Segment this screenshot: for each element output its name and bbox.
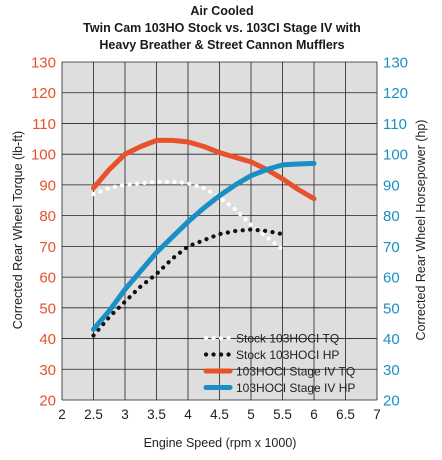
x-tick-label: 6.5 [336, 407, 355, 422]
x-tick-label: 2.5 [84, 407, 103, 422]
chart-title-line-3: Heavy Breather & Street Cannon Mufflers [99, 38, 344, 52]
legend-label-3: 103HOCI Stage IV HP [236, 381, 355, 395]
series-line-0 [91, 179, 285, 252]
chart-title: Air Cooled Twin Cam 103HO Stock vs. 103C… [83, 4, 361, 52]
x-tick-label: 4.5 [210, 407, 229, 422]
left-tick-label: 30 [39, 362, 56, 379]
x-tick-label: 5.5 [273, 407, 292, 422]
x-axis-label: Engine Speed (rpm x 1000) [144, 436, 297, 450]
left-tick-label: 120 [31, 85, 56, 102]
legend-label-1: Stock 103HOCI HP [236, 348, 339, 362]
right-tick-label: 110 [383, 116, 407, 133]
left-tick-label: 80 [39, 208, 56, 225]
series-layer [91, 137, 317, 338]
legend: Stock 103HOCI TQ Stock 103HOCI HP 103HOCI … [203, 331, 355, 395]
series-line-2 [91, 137, 317, 202]
left-tick-label: 50 [39, 300, 56, 317]
right-tick-label: 80 [383, 208, 400, 225]
right-tick-label: 60 [383, 270, 400, 287]
x-tick-label: 3 [121, 407, 129, 422]
x-tick-label: 7 [373, 407, 381, 422]
left-tick-label: 70 [39, 239, 56, 256]
x-tick-label: 2 [58, 407, 66, 422]
left-tick-label: 100 [31, 147, 56, 164]
x-tick-label: 4 [184, 407, 192, 422]
y-axis-label-left: Corrected Rear Wheel Torque (lb-ft) [11, 131, 25, 329]
y-axis-label-right: Corrected Rear Wheel Horsepower (hp) [414, 120, 428, 341]
series-line-3 [91, 160, 317, 332]
series-line-1 [91, 227, 285, 338]
left-tick-label: 110 [32, 116, 56, 133]
left-tick-label: 60 [39, 270, 56, 287]
chart-title-line-2: Twin Cam 103HO Stock vs. 103CI Stage IV … [83, 21, 361, 35]
right-axis-ticks: 20 30 40 50 60 70 80 90 100 110 120 130 [383, 55, 408, 410]
right-tick-label: 120 [383, 85, 408, 102]
right-tick-label: 90 [383, 177, 400, 194]
left-tick-label: 130 [31, 55, 56, 72]
right-tick-label: 50 [383, 300, 400, 317]
left-tick-label: 20 [39, 393, 56, 410]
right-tick-label: 40 [383, 331, 400, 348]
grid-lines [61, 61, 378, 401]
x-tick-label: 3.5 [147, 407, 166, 422]
chart-title-line-1: Air Cooled [190, 4, 253, 18]
right-tick-label: 30 [383, 362, 400, 379]
x-tick-label: 5 [247, 407, 255, 422]
x-axis-ticks: 2 2.5 3 3.5 4 4.5 5 5.5 6 6.5 7 [58, 407, 381, 422]
right-tick-label: 100 [383, 147, 408, 164]
right-tick-label: 20 [383, 393, 400, 410]
left-axis-ticks: 20 30 40 50 60 70 80 90 100 110 120 130 [31, 55, 56, 410]
legend-label-0: Stock 103HOCI TQ [236, 331, 339, 345]
x-tick-label: 6 [310, 407, 318, 422]
left-tick-label: 40 [39, 331, 56, 348]
right-tick-label: 70 [383, 239, 400, 256]
legend-label-2: 103HOCI Stage IV TQ [236, 364, 355, 378]
right-tick-label: 130 [383, 55, 408, 72]
left-tick-label: 90 [39, 177, 56, 194]
